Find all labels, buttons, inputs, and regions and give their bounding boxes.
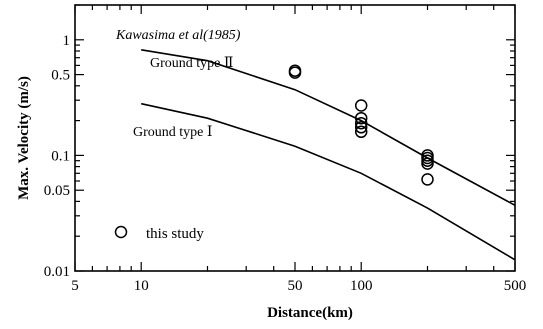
curve-1: [141, 49, 516, 207]
ground-type-2-label: Ground type Ⅱ: [150, 56, 233, 71]
data-point: [354, 99, 368, 112]
ticks-layer: [74, 4, 516, 272]
y-tick-label: 0.05: [44, 183, 70, 199]
data-point: [354, 111, 368, 125]
ground-type-1-label: Ground type Ⅰ: [133, 125, 212, 140]
x-tick-label: 5: [71, 278, 79, 294]
x-tick-label: 100: [350, 278, 373, 294]
points-layer: [288, 64, 434, 186]
tick-labels-layer: 5 10 50 100 500 0.01 0.05 0.1 0.5 1: [44, 33, 527, 294]
y-tick-label: 0.1: [51, 148, 70, 164]
legend-label: this study: [146, 226, 204, 242]
x-axis-title: Distance(km): [267, 305, 353, 321]
plot-frame: [74, 4, 516, 272]
y-tick-label: 0.01: [44, 264, 70, 280]
x-tick-label: 500: [504, 278, 527, 294]
data-point: [421, 157, 434, 170]
source-annotation: Kawasima et al(1985): [115, 28, 241, 43]
data-point: [354, 125, 368, 139]
data-point: [421, 173, 434, 186]
data-point: [288, 64, 302, 77]
data-point: [354, 116, 368, 130]
data-point: [354, 121, 368, 134]
curves-layer: [141, 49, 516, 261]
y-tick-label: 0.5: [51, 68, 70, 84]
legend-marker: [114, 225, 128, 239]
x-tick-label: 50: [288, 278, 303, 294]
curve-2: [141, 102, 516, 261]
x-tick-label: 10: [134, 278, 149, 294]
y-tick-label: 1: [63, 33, 71, 49]
y-axis-title: Max. Velocity (m/s): [16, 76, 32, 200]
